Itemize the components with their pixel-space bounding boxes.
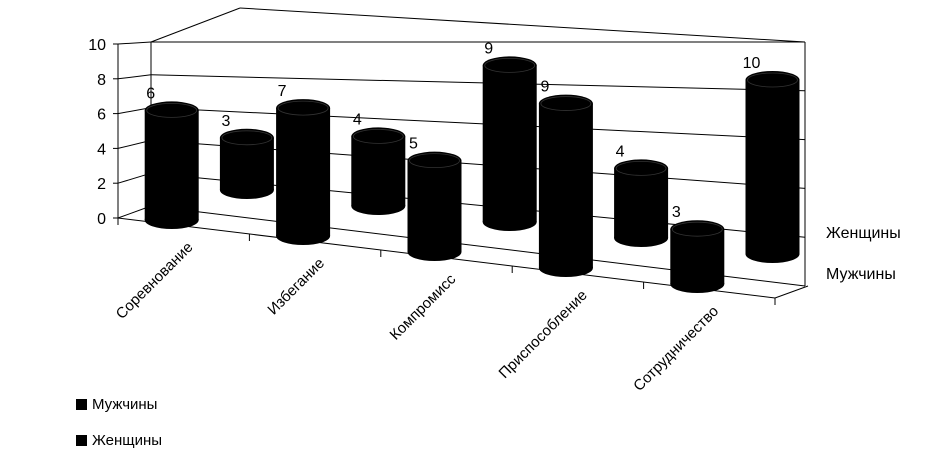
- depth-labels: Женщины Мужчины: [826, 225, 901, 283]
- bar-top-rim: [352, 128, 404, 144]
- bar-top-rim: [615, 160, 667, 176]
- y-tick-label: 10: [88, 37, 106, 54]
- bar-body: [670, 229, 725, 284]
- gridline-left-wall: [117, 41, 152, 45]
- depth-axis-label: Мужчины: [826, 266, 896, 283]
- back-wall-top-edge: [239, 7, 806, 43]
- gridline: [150, 74, 806, 92]
- bar-top: [482, 56, 537, 75]
- data-label: 4: [353, 111, 362, 128]
- bar-body: [351, 136, 406, 206]
- bar-base: [276, 227, 331, 245]
- bar-base: [144, 211, 199, 229]
- y-tick-label: 4: [97, 141, 106, 158]
- bar-body: [614, 168, 669, 238]
- data-label: 3: [221, 113, 230, 130]
- bar-base: [482, 213, 537, 231]
- bar-body: [407, 160, 462, 252]
- data-label: 7: [278, 83, 287, 100]
- bar-top-rim: [146, 102, 198, 118]
- bar-top-rim: [484, 58, 536, 73]
- data-label: 9: [484, 40, 493, 57]
- bar-top: [407, 151, 462, 170]
- x-tick-label: Приспособление: [496, 287, 591, 382]
- x-tick-label: Соревнование: [113, 239, 197, 323]
- y-tick-label: 2: [97, 176, 106, 193]
- x-tick-label: Компромисс: [387, 270, 460, 343]
- bar-men: [407, 151, 462, 261]
- bar-base: [407, 243, 462, 261]
- depth-axis-label: Женщины: [826, 225, 901, 242]
- bar-men: [276, 99, 331, 245]
- bar-body: [144, 110, 199, 220]
- bar-top: [351, 127, 406, 146]
- bar-top-rim: [409, 153, 460, 169]
- gridline-left-wall: [117, 74, 152, 80]
- legend-label-men: Мужчины: [92, 396, 158, 413]
- bar-base: [219, 181, 274, 199]
- x-tick-label: Сотрудничество: [630, 303, 722, 395]
- data-label: 9: [540, 79, 549, 96]
- x-tick-label: Избегание: [264, 255, 327, 318]
- bar-body: [745, 80, 800, 254]
- bar-body: [276, 108, 331, 236]
- bar-women: [745, 71, 800, 263]
- bar-men: [670, 220, 725, 293]
- bar-top: [745, 71, 800, 89]
- bar-top-rim: [277, 100, 329, 116]
- bar-base: [745, 245, 800, 263]
- bar-top-rim: [540, 96, 592, 111]
- bar-women: [351, 127, 406, 215]
- back-wall-top-edge-left: [150, 7, 241, 43]
- data-label: 5: [409, 136, 418, 153]
- bar-base: [670, 275, 725, 293]
- legend-item-men: Мужчины: [76, 396, 157, 413]
- gridline: [150, 107, 806, 141]
- bar-base: [538, 259, 593, 277]
- bar-body: [482, 65, 537, 223]
- bar-top: [670, 220, 725, 239]
- bar-top: [614, 159, 669, 178]
- data-label: 6: [146, 85, 155, 102]
- y-tick-label: 0: [97, 211, 106, 228]
- data-label: 10: [743, 55, 761, 72]
- bar-top: [538, 94, 593, 113]
- bar-women: [219, 128, 274, 199]
- bar-body: [538, 103, 593, 268]
- legend-item-women: Женщины: [76, 432, 162, 449]
- legend-swatch-women: [76, 435, 87, 446]
- legend-label-women: Женщины: [92, 432, 163, 449]
- bar-women: [482, 56, 537, 231]
- bar-top-rim: [221, 130, 273, 146]
- bar-base: [614, 229, 669, 247]
- bar-top-rim: [671, 221, 723, 237]
- bar-top-rim: [747, 72, 798, 88]
- data-label: 4: [616, 143, 625, 160]
- legend-swatch-men: [76, 399, 87, 410]
- bars-group: 3 4 9 4 10 6 7 5 9 3: [144, 40, 800, 293]
- bar-base: [351, 197, 406, 215]
- y-tick-label: 6: [97, 107, 106, 124]
- bar-top: [144, 101, 199, 120]
- bar-top: [276, 99, 331, 118]
- bar-men: [538, 94, 593, 277]
- y-tick-label: 8: [97, 72, 106, 89]
- data-label: 3: [672, 204, 681, 221]
- bar-top: [219, 128, 274, 147]
- bar-men: [144, 101, 199, 229]
- depth-axis: [774, 285, 809, 299]
- bar-women: [614, 159, 669, 247]
